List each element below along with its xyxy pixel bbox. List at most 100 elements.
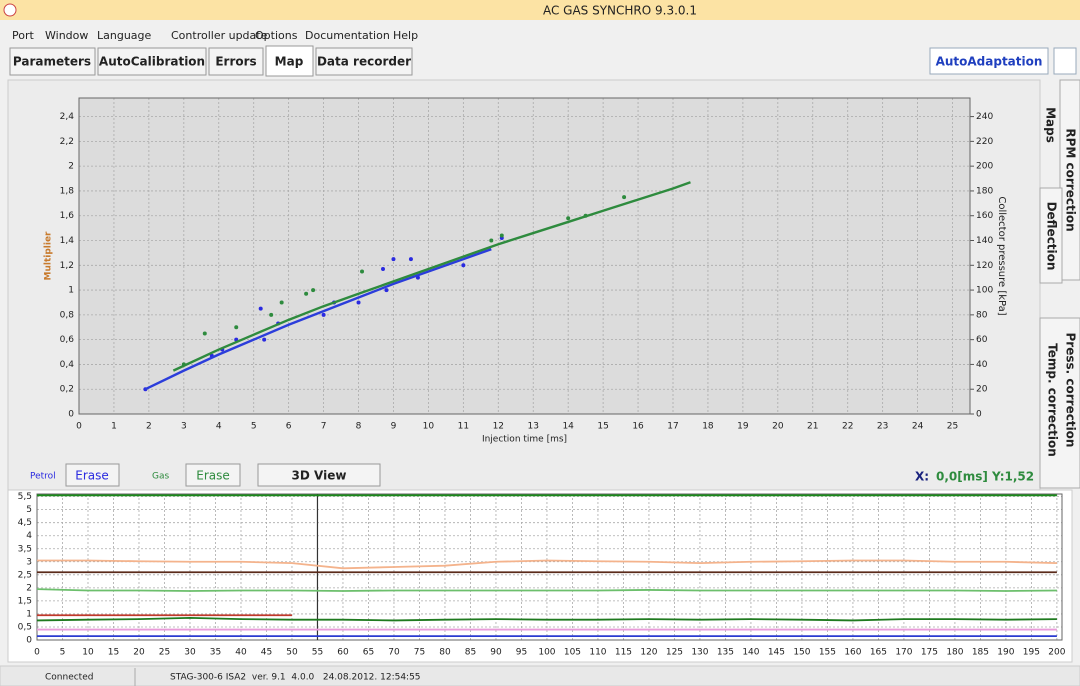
x-tick-label: 30: [184, 648, 196, 658]
view3d-button[interactable]: [257, 463, 381, 487]
tab-label[interactable]: Data recorder: [317, 55, 411, 69]
x-tick-label: 65: [363, 648, 374, 658]
x-tick-label: 70: [388, 648, 400, 658]
tab[interactable]: [9, 47, 96, 76]
x-tick-label: 5: [60, 648, 66, 658]
data-line: [172, 181, 691, 372]
x-tick-label: 16: [632, 422, 644, 432]
tool-button[interactable]: [1053, 47, 1077, 75]
y-tick-label: 0: [68, 410, 74, 420]
x-tick-label: 1: [111, 422, 117, 432]
y-tick-label: 0,8: [60, 310, 75, 320]
y-tick-label: 5,5: [18, 492, 32, 502]
x-tick-label: 125: [666, 648, 683, 658]
x-tick-label: 6: [286, 422, 292, 432]
data-point: [202, 331, 207, 336]
tab-label[interactable]: Map: [275, 55, 304, 69]
y-tick-label: 0,6: [60, 335, 75, 345]
menu-item[interactable]: Help: [393, 29, 418, 42]
x-tick-label: 4: [216, 422, 222, 432]
x-axis-label: Injection time [ms]: [482, 435, 567, 445]
x-tick-label: 190: [997, 648, 1014, 658]
x-tick-label: 40: [235, 648, 247, 658]
y-tick-label: 2,4: [60, 112, 75, 122]
x-tick-label: 21: [807, 422, 818, 432]
menu-item[interactable]: Language: [97, 29, 152, 42]
erase-button[interactable]: [185, 463, 241, 487]
data-point: [304, 291, 309, 296]
cursor-readout: 0,0[ms] Y:1,52: [936, 470, 1034, 484]
x-tick-label: 50: [286, 648, 298, 658]
plot-area: [79, 98, 970, 414]
x-tick-label: 15: [597, 422, 608, 432]
y-tick-label: 0,4: [60, 360, 75, 370]
x-tick-label: 0: [34, 648, 40, 658]
x-tick-label: 105: [564, 648, 581, 658]
data-point: [489, 238, 494, 243]
x-tick-label: 180: [946, 648, 963, 658]
app-icon: [3, 3, 17, 17]
button-label[interactable]: Erase: [196, 469, 230, 483]
tab-selected[interactable]: [265, 45, 314, 77]
x-tick-label: 25: [159, 648, 170, 658]
x-tick-label: 115: [615, 648, 632, 658]
data-point: [360, 269, 365, 274]
y-tick-label: 2,5: [18, 570, 32, 580]
data-point: [461, 263, 466, 268]
x-tick-label: 17: [667, 422, 678, 432]
y2-tick-label: 60: [976, 335, 988, 345]
x-tick-label: 185: [972, 648, 989, 658]
side-tab-label[interactable]: Temp. correction: [1046, 343, 1060, 457]
tab-label[interactable]: Parameters: [13, 55, 91, 69]
tab-label[interactable]: Errors: [215, 55, 256, 69]
side-tab-label[interactable]: Maps: [1044, 107, 1058, 143]
cursor-x-label: X:: [915, 470, 929, 484]
data-point: [356, 300, 361, 305]
button-label[interactable]: 3D View: [292, 469, 347, 483]
recorder-panel: [7, 489, 1073, 663]
y-tick-label: 1,4: [60, 236, 75, 246]
data-point: [269, 312, 274, 317]
y-tick-label: 0: [26, 636, 32, 646]
button-label[interactable]: AutoAdaptation: [936, 55, 1043, 69]
x-tick-label: 135: [717, 648, 734, 658]
data-point: [384, 288, 389, 293]
side-tab-label[interactable]: Deflection: [1045, 202, 1059, 271]
y2-tick-label: 200: [976, 162, 993, 172]
x-tick-label: 195: [1023, 648, 1040, 658]
data-point: [380, 267, 385, 272]
y2-tick-label: 180: [976, 186, 993, 196]
tab[interactable]: [97, 47, 207, 76]
gas-label: Gas: [152, 472, 169, 482]
x-tick-label: 75: [414, 648, 425, 658]
status-state: Connected: [45, 673, 93, 683]
x-tick-label: 110: [589, 648, 606, 658]
tab[interactable]: [315, 47, 413, 76]
side-tab[interactable]: [1059, 79, 1080, 281]
x-tick-label: 11: [458, 422, 469, 432]
data-point: [321, 312, 326, 317]
y-tick-label: 3,5: [18, 544, 32, 554]
menu-item[interactable]: Port: [12, 29, 34, 42]
menu-item[interactable]: Controller update: [171, 29, 268, 42]
side-tab-label[interactable]: Press. correction: [1064, 333, 1078, 448]
side-tab[interactable]: [1039, 317, 1080, 489]
button-label[interactable]: Erase: [75, 469, 109, 483]
tab-label[interactable]: AutoCalibration: [99, 55, 205, 69]
x-tick-label: 200: [1048, 648, 1065, 658]
tab[interactable]: [208, 47, 264, 76]
data-point: [258, 306, 263, 311]
y2-tick-label: 40: [976, 360, 988, 370]
menu-item[interactable]: Options: [255, 29, 298, 42]
side-tab-label[interactable]: RPM correction: [1064, 128, 1078, 231]
x-tick-label: 175: [921, 648, 938, 658]
side-tab[interactable]: [1039, 187, 1063, 284]
x-tick-label: 8: [356, 422, 362, 432]
y2-tick-label: 80: [976, 310, 988, 320]
erase-button[interactable]: [65, 463, 120, 487]
menu-item[interactable]: Window: [45, 29, 88, 42]
menu-item[interactable]: Documentation: [305, 29, 390, 42]
auto-adaptation-button[interactable]: [929, 47, 1049, 75]
y-tick-label: 2: [68, 162, 74, 172]
